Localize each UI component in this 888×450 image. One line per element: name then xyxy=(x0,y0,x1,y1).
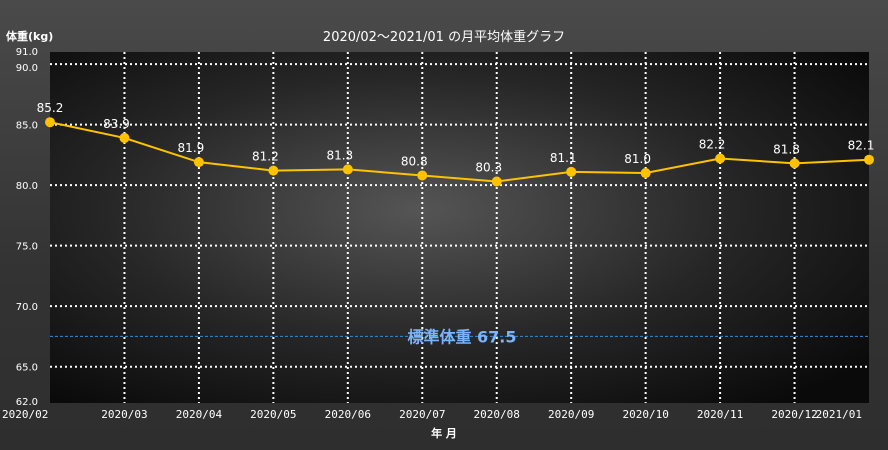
x-tick-label: 2020/12 xyxy=(771,408,817,421)
x-tick-label: 2020/10 xyxy=(622,408,668,421)
y-tick-label: 85.0 xyxy=(16,121,38,132)
data-point xyxy=(268,165,279,176)
series-line xyxy=(49,121,870,183)
reference-line-label: 標準体重 67.5 xyxy=(407,327,516,346)
x-tick-label: 2020/02 xyxy=(2,408,48,421)
grid-layer xyxy=(50,52,869,403)
data-point xyxy=(789,158,800,169)
weight-series xyxy=(45,117,874,187)
data-point xyxy=(640,168,651,179)
data-label: 81.2 xyxy=(252,150,279,164)
data-label: 81.0 xyxy=(624,152,651,166)
reference-line-group: 標準体重 67.5 xyxy=(50,327,869,346)
data-label: 83.9 xyxy=(103,117,130,131)
y-tick-label: 75.0 xyxy=(16,242,38,253)
chart-title: 2020/02～2021/01 の月平均体重グラフ xyxy=(323,29,565,45)
data-label: 82.1 xyxy=(848,139,875,153)
data-point xyxy=(342,164,353,175)
data-point xyxy=(45,117,55,128)
y-tick-labels: 91.0 90.0 85.0 80.0 75.0 70.0 65.0 62.0 xyxy=(16,47,38,408)
x-tick-label: 2020/08 xyxy=(474,408,520,421)
data-label: 80.8 xyxy=(401,154,428,168)
data-point xyxy=(566,166,577,177)
data-point xyxy=(491,176,502,187)
y-tick-label: 80.0 xyxy=(16,181,38,192)
data-point xyxy=(864,154,874,165)
x-tick-label: 2021/01 xyxy=(816,408,862,421)
data-label: 80.3 xyxy=(475,161,502,175)
x-tick-label: 2020/07 xyxy=(399,408,445,421)
data-point xyxy=(417,170,428,181)
x-tick-label: 2020/04 xyxy=(176,408,223,421)
y-tick-label: 91.0 xyxy=(16,47,38,58)
y-axis-title: 体重(kg) xyxy=(6,29,53,43)
plot-area xyxy=(50,52,869,403)
x-tick-label: 2020/06 xyxy=(325,408,371,421)
data-label: 81.3 xyxy=(326,148,353,162)
y-tick-label: 90.0 xyxy=(16,63,38,74)
data-point xyxy=(193,157,204,168)
data-label: 81.8 xyxy=(773,142,800,156)
data-label: 85.2 xyxy=(37,101,64,115)
data-labels: 85.2 83.9 81.9 81.2 81.3 80.8 80.3 81.1 81.0 82.2… xyxy=(37,101,875,174)
x-tick-label: 2020/05 xyxy=(250,408,296,421)
data-label: 81.1 xyxy=(550,151,577,165)
x-tick-label: 2020/11 xyxy=(697,408,743,421)
y-tick-label: 70.0 xyxy=(16,302,38,313)
x-tick-labels: 2020/02 2020/03 2020/04 2020/05 2020/06 2020/… xyxy=(2,408,862,421)
data-point xyxy=(119,132,130,143)
x-tick-label: 2020/03 xyxy=(101,408,147,421)
data-label: 82.2 xyxy=(699,138,726,152)
y-tick-label: 65.0 xyxy=(16,363,38,374)
x-axis-title: 年 月 xyxy=(431,426,457,440)
data-point xyxy=(715,153,726,164)
data-label: 81.9 xyxy=(178,141,205,155)
x-tick-label: 2020/09 xyxy=(548,408,594,421)
y-tick-label: 62.0 xyxy=(16,397,38,408)
